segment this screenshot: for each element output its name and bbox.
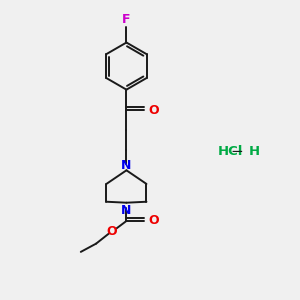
Text: F: F: [122, 13, 131, 26]
Text: O: O: [148, 214, 159, 227]
Text: N: N: [121, 205, 132, 218]
Text: HCl: HCl: [218, 145, 243, 158]
Text: −: −: [230, 144, 243, 159]
Text: O: O: [106, 225, 117, 238]
Text: N: N: [121, 159, 132, 172]
Text: O: O: [148, 104, 159, 117]
Text: H: H: [249, 145, 260, 158]
